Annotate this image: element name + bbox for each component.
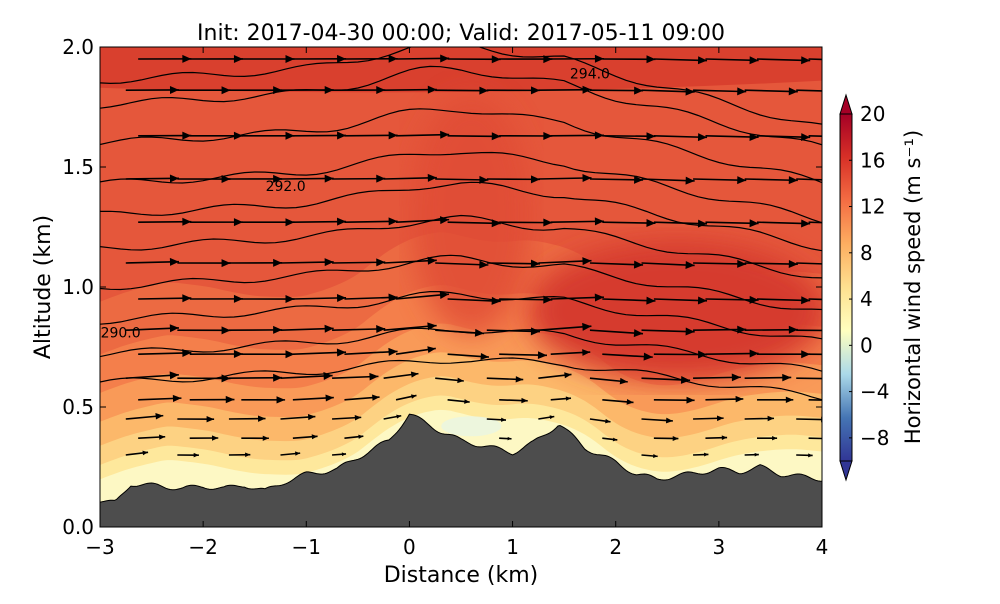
contour-label: 290.0 xyxy=(101,326,141,342)
wind-arrow-head xyxy=(840,88,849,96)
y-tick-label: 2.0 xyxy=(62,35,94,59)
chart-title: Init: 2017-04-30 00:00; Valid: 2017-05-1… xyxy=(197,21,725,46)
x-axis-label: Distance (km) xyxy=(384,563,539,588)
y-tick-label: 0.0 xyxy=(62,515,94,539)
wind-arrow-head xyxy=(827,436,833,441)
x-tick-label: 4 xyxy=(816,535,829,559)
colorbar-tick-label: 4 xyxy=(860,287,873,311)
wind-arrow-shaft xyxy=(809,438,833,439)
wind-arrow-head xyxy=(853,133,862,141)
x-tick-label: 0 xyxy=(403,535,416,559)
colorbar-tick-label: 8 xyxy=(860,241,873,265)
colorbar-bar xyxy=(840,114,852,461)
contour-label: 292.0 xyxy=(266,179,306,195)
colorbar-tick-label: −4 xyxy=(860,380,889,404)
x-tick-label: −2 xyxy=(188,535,217,559)
x-tick-label: −1 xyxy=(292,535,321,559)
y-tick-label: 0.5 xyxy=(62,395,94,419)
colorbar-tick-label: 20 xyxy=(860,102,885,126)
x-tick-label: 2 xyxy=(609,535,622,559)
wind-arrow-shaft xyxy=(796,378,845,379)
wind-arrow-head xyxy=(853,220,862,228)
colorbar-tick-label: 0 xyxy=(860,333,873,357)
x-tick-label: 1 xyxy=(506,535,519,559)
colorbar-tick-label: 16 xyxy=(860,148,885,172)
y-tick-label: 1.0 xyxy=(62,275,94,299)
y-axis-label: Altitude (km) xyxy=(31,215,56,359)
colorbar-tick-label: 12 xyxy=(860,195,885,219)
wind-arrow-head xyxy=(853,56,862,64)
colorbar: 20 16 12 8 4 0 −4 −8 xyxy=(840,95,889,480)
colorbar-tick-label: −8 xyxy=(860,426,889,450)
wind-arrow-shaft xyxy=(809,354,862,355)
colorbar-extend-min xyxy=(840,461,852,480)
colorbar-label: Horizontal wind speed (m s⁻¹) xyxy=(901,130,925,444)
wind-arrow-shaft xyxy=(796,419,828,420)
contour-label: 294.0 xyxy=(570,66,610,82)
colorbar-extend-max xyxy=(840,95,852,114)
x-tick-label: 3 xyxy=(712,535,725,559)
y-tick-label: 1.5 xyxy=(62,155,94,179)
